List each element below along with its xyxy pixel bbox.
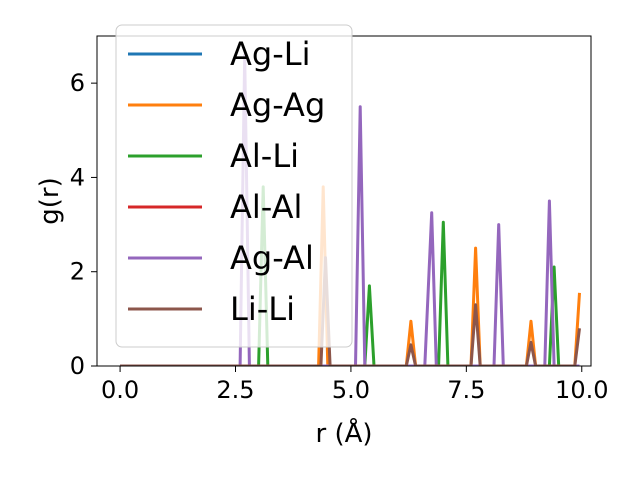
legend-label: Li-Li (230, 290, 295, 328)
x-tick-label: 10.0 (555, 376, 608, 404)
legend-label: Al-Li (230, 137, 299, 175)
x-axis: 0.0 2.5 5.0 7.5 10.0 (101, 366, 608, 404)
y-tick-label: 0 (70, 352, 85, 380)
y-tick-label: 6 (70, 69, 85, 97)
legend-label: Ag-Ag (230, 86, 325, 124)
x-tick-label: 5.0 (332, 376, 370, 404)
legend-label: Al-Al (230, 188, 302, 226)
x-tick-label: 2.5 (216, 376, 254, 404)
y-tick-label: 2 (70, 258, 85, 286)
x-axis-label: r (Å) (315, 417, 372, 449)
y-tick-label: 4 (70, 163, 85, 191)
legend-label: Ag-Li (230, 35, 310, 73)
y-axis-label: g(r) (35, 177, 65, 224)
x-tick-label: 7.5 (447, 376, 485, 404)
legend: Ag-Li Ag-Ag Al-Li Al-Al Ag-Al Li-Li (115, 24, 353, 348)
legend-label: Ag-Al (230, 239, 314, 277)
y-axis: 0 2 4 6 (70, 69, 97, 380)
x-tick-label: 0.0 (101, 376, 139, 404)
